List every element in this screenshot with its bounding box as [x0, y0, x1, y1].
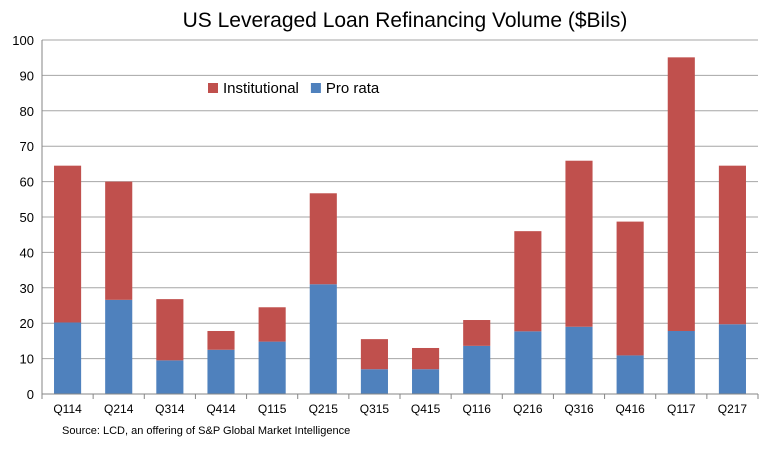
y-tick-label: 10 — [20, 352, 34, 367]
bar-pro-rata — [258, 341, 286, 394]
bars — [54, 57, 746, 394]
y-tick-label: 70 — [20, 139, 34, 154]
y-axis-tick-labels: 0 10 20 30 40 50 60 70 80 90 100 — [12, 33, 34, 402]
bar-institutional — [258, 307, 286, 342]
bar-institutional — [309, 193, 337, 285]
bar-institutional — [156, 299, 184, 361]
bar-pro-rata — [514, 331, 542, 394]
x-tick-label: Q414 — [206, 402, 236, 416]
bar-pro-rata — [156, 360, 184, 394]
bar-institutional — [360, 339, 388, 370]
x-tick-label: Q216 — [513, 402, 543, 416]
x-axis-tick-labels: Q114 Q214 Q314 Q414 Q115 Q215 Q315 Q415 Q116 Q216… — [53, 402, 747, 416]
bar-pro-rata — [105, 299, 133, 394]
bar-pro-rata — [463, 345, 491, 394]
x-tick-label: Q416 — [615, 402, 645, 416]
bar-pro-rata — [667, 330, 695, 394]
bar-pro-rata — [412, 369, 440, 394]
y-tick-label: 30 — [20, 281, 34, 296]
chart-title: US Leveraged Loan Refinancing Volume ($B… — [183, 9, 628, 32]
x-tick-label: Q114 — [53, 402, 82, 416]
y-tick-label: 50 — [20, 210, 34, 225]
y-tick-label: 80 — [20, 104, 34, 119]
bar-institutional — [616, 221, 644, 356]
bar-institutional — [412, 347, 440, 370]
gridlines — [42, 39, 758, 360]
x-tick-label: Q214 — [104, 402, 134, 416]
x-tick-label: Q315 — [360, 402, 390, 416]
x-tick-label: Q116 — [462, 402, 491, 416]
bar-institutional — [667, 57, 695, 331]
axes — [41, 40, 759, 399]
x-tick-label: Q316 — [564, 402, 594, 416]
bar-institutional — [565, 160, 593, 327]
x-tick-label: Q217 — [718, 402, 748, 416]
bar-pro-rata — [360, 369, 388, 394]
bar-pro-rata — [207, 349, 235, 394]
y-tick-label: 100 — [12, 33, 34, 48]
y-tick-label: 20 — [20, 316, 34, 331]
x-tick-label: Q115 — [258, 402, 287, 416]
x-tick-label: Q117 — [667, 402, 696, 416]
bar-institutional — [718, 165, 746, 325]
x-tick-label: Q314 — [155, 402, 185, 416]
y-tick-label: 60 — [20, 175, 34, 190]
chart-source-note: Source: LCD, an offering of S&P Global M… — [62, 425, 350, 437]
legend-label: Institutional — [223, 80, 299, 97]
x-tick-label: Q215 — [309, 402, 339, 416]
x-tick-label: Q415 — [411, 402, 441, 416]
y-tick-label: 90 — [20, 68, 34, 83]
bar-pro-rata — [565, 326, 593, 394]
bar-pro-rata — [718, 324, 746, 394]
legend-label: Pro rata — [326, 80, 380, 97]
bar-pro-rata — [616, 355, 644, 394]
legend-swatch — [208, 83, 218, 93]
bar-pro-rata — [54, 322, 82, 394]
y-tick-label: 0 — [27, 387, 34, 402]
bar-institutional — [514, 231, 542, 332]
bar-institutional — [207, 330, 235, 350]
bar-pro-rata — [309, 284, 337, 394]
legend: Institutional Pro rata — [208, 80, 380, 97]
bar-institutional — [54, 165, 82, 323]
bar-institutional — [105, 181, 133, 300]
y-tick-label: 40 — [20, 245, 34, 260]
bar-institutional — [463, 320, 491, 346]
legend-swatch — [310, 83, 321, 93]
